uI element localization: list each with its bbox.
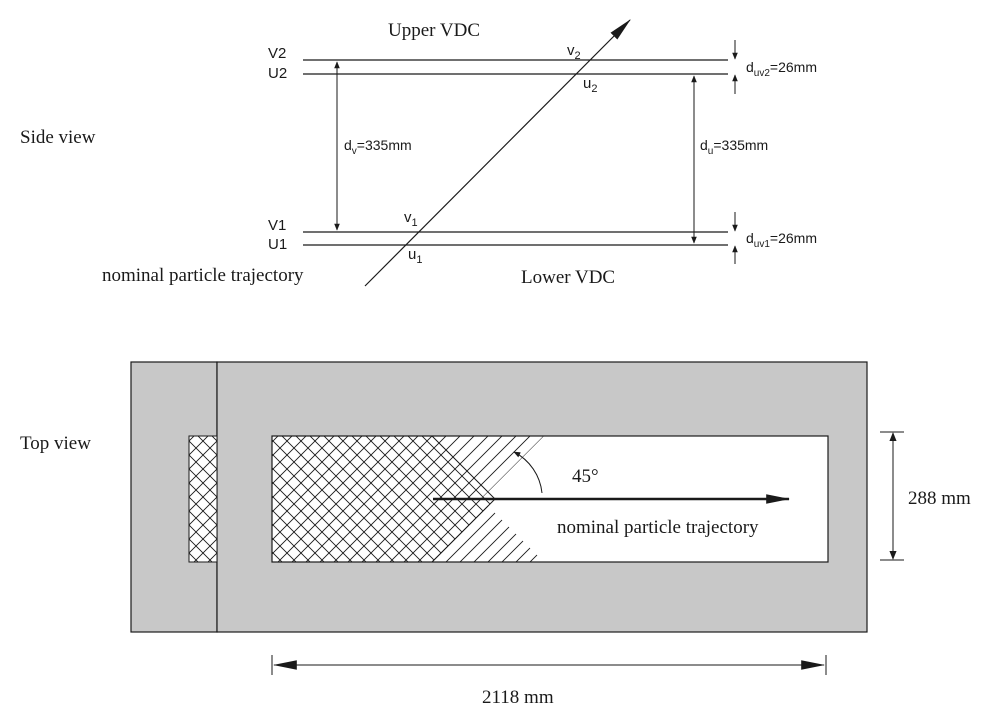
top-view-label: Top view [20,433,91,454]
small-window-border [188,435,218,563]
hit-v2-label: v2 [567,42,581,62]
plane-v1-label: V1 [268,217,286,234]
angle-arc-arrow [513,451,543,494]
top-view: Top view 45° nominal particle trajectory… [20,361,971,708]
plane-u1-label: U1 [268,236,287,253]
duv2-dimension-label: duv2=26mm [746,59,817,79]
plane-v2-label: V2 [268,45,286,62]
du-dimension-label: du=335mm [700,137,768,157]
top-trajectory-label: nominal particle trajectory [557,517,759,538]
angle-label: 45° [572,466,599,487]
side-trajectory-label: nominal particle trajectory [102,265,304,286]
width-dimension-label: 288 mm [908,488,971,509]
dv-dimension-label: dv=335mm [344,137,412,157]
hit-u1-label: u1 [408,246,422,266]
lower-vdc-title: Lower VDC [521,267,615,288]
length-dimension-label: 2118 mm [482,687,554,708]
hit-v1-label: v1 [404,209,418,229]
small-window-hatch-b [189,436,217,562]
hit-u2-label: u2 [583,75,597,95]
side-trajectory-arrow [364,19,631,287]
side-view: Side view Upper VDC Lower VDC V2 U2 V1 U… [20,19,817,288]
plane-u2-label: U2 [268,65,287,82]
duv1-dimension-label: duv1=26mm [746,230,817,250]
upper-vdc-title: Upper VDC [388,20,480,41]
side-view-label: Side view [20,127,96,148]
